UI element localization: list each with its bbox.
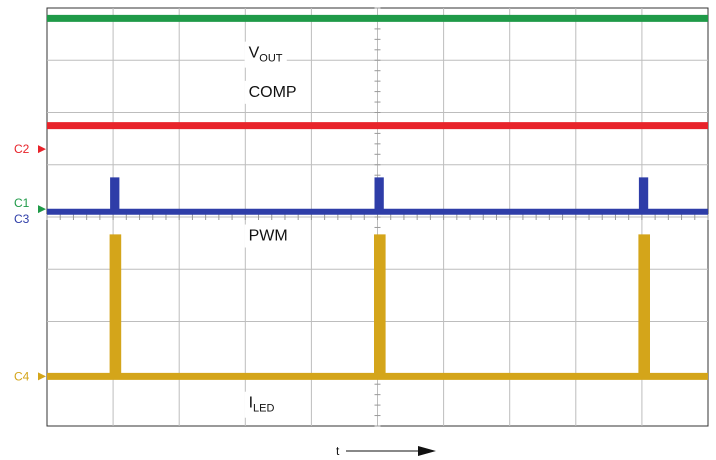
trace-label-main: V xyxy=(249,45,260,62)
channel-arrow-c2 xyxy=(38,145,46,154)
trace-label-vout: VOUT xyxy=(249,45,283,65)
trace-label-iled: ILED xyxy=(249,395,275,415)
trace-label-main: COMP xyxy=(249,84,297,101)
trace-label-bg xyxy=(244,41,287,68)
trace-label-sub: LED xyxy=(253,403,274,415)
trace-label-pwm: PWM xyxy=(249,228,288,245)
time-axis: t xyxy=(336,444,436,458)
trace-label-main: I xyxy=(249,395,253,412)
channel-markers: C2 C1 C3 C4 xyxy=(14,142,46,383)
traces xyxy=(47,14,708,380)
trace-label-bg xyxy=(244,80,301,104)
time-axis-label: t xyxy=(336,444,340,458)
channel-marker-c4: C4 xyxy=(14,369,30,383)
channel-arrow-c1 xyxy=(38,205,46,214)
channel-marker-c1: C1 xyxy=(14,196,30,210)
trace-label-comp: COMP xyxy=(249,84,297,101)
trace-label-main: PWM xyxy=(249,228,288,245)
channel-marker-c3: C3 xyxy=(14,212,30,226)
time-arrow-head xyxy=(418,446,436,456)
channel-arrow-c4 xyxy=(38,372,46,381)
trace-label-sub: OUT xyxy=(259,53,283,65)
trace-pwm xyxy=(47,177,708,215)
trace-labels: VOUT COMP PWM ILED xyxy=(244,41,301,418)
channel-marker-c2: C2 xyxy=(14,142,30,156)
trace-label-bg xyxy=(244,391,279,418)
trace-label-bg xyxy=(244,224,292,248)
